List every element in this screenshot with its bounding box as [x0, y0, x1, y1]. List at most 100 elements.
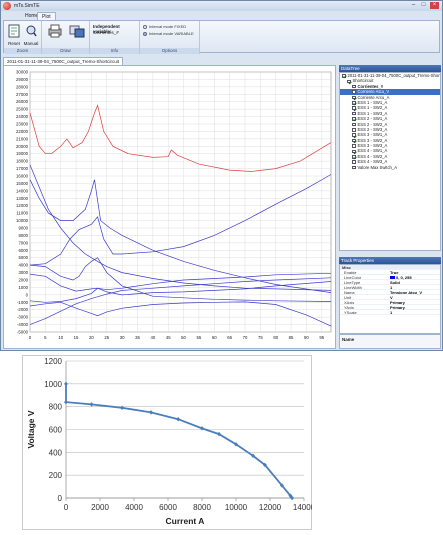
tree-item[interactable]: Corrientes_#	[340, 84, 440, 89]
tree-item-checkbox[interactable]	[352, 133, 356, 137]
tree-item[interactable]: ESS 4 - SW3_A	[340, 159, 440, 164]
tree-item-checkbox[interactable]	[352, 106, 356, 110]
tree-item-checkbox[interactable]	[352, 95, 356, 100]
tree-item[interactable]: ESS 4 - SW1_A	[340, 148, 440, 153]
tree-item-label: ESS 2 - SW3_A	[357, 126, 388, 132]
tree-item[interactable]: ESS 1 - SW2_A	[340, 105, 440, 110]
tree-item[interactable]: ESS 1 - SW1_A	[340, 100, 440, 105]
property-row[interactable]: YAxis Primary	[340, 305, 440, 310]
tree-item-checkbox[interactable]	[352, 155, 356, 159]
property-row[interactable]: Name Tensione Atcu_V	[340, 290, 440, 295]
y-tick-label: 25000	[16, 107, 29, 112]
tree-item-checkbox[interactable]	[352, 84, 356, 89]
tree-item-checkbox[interactable]	[352, 101, 356, 105]
y-tick-label: 12000	[16, 203, 29, 208]
property-value: Primary	[390, 305, 405, 310]
property-row[interactable]: LineWidth 1	[340, 285, 440, 290]
y-tick-label: 26000	[16, 99, 29, 104]
tree-item-checkbox[interactable]	[352, 90, 356, 94]
tree-item-checkbox[interactable]	[342, 74, 346, 78]
reset-label: Reset	[8, 41, 20, 46]
property-description: Name	[339, 334, 441, 349]
y-tick-label: 3000	[18, 270, 28, 275]
property-row[interactable]: YScale 1	[340, 310, 440, 315]
tree-item[interactable]: Valore Max Switch_A	[340, 165, 440, 170]
y-tick-label: 24000	[16, 114, 29, 119]
print-button[interactable]	[46, 23, 64, 46]
property-row[interactable]: Enable True	[340, 270, 440, 275]
property-value-text: Primary	[390, 305, 405, 310]
series-line	[65, 383, 293, 499]
manual-button[interactable]: Manual	[23, 23, 39, 46]
tree-item-checkbox[interactable]	[352, 117, 356, 121]
data-point	[64, 381, 68, 387]
tree-item-label: ESS 1 - SW2_A	[357, 105, 388, 111]
property-row[interactable]: Unit V	[340, 295, 440, 300]
y-tick-label: 17000	[16, 166, 29, 171]
track-properties-header: Track Properties	[339, 257, 441, 264]
tree-item-label: ESS 4 - SW3_A	[357, 159, 388, 165]
tree-item-checkbox[interactable]	[352, 160, 356, 164]
tree-item[interactable]: ESS 2 - SW1_A	[340, 116, 440, 121]
tree-item-label: Corrientes_#	[357, 83, 384, 89]
y-tick-label: 14000	[16, 188, 29, 193]
tree-item-checkbox[interactable]	[352, 149, 356, 154]
printer-icon	[48, 24, 62, 38]
maximize-button[interactable]: □	[421, 2, 426, 8]
y-tick-label: 7000	[18, 240, 28, 245]
y-tick-label: 19000	[16, 151, 29, 156]
radio-variable[interactable]	[143, 31, 147, 36]
property-key: Name	[344, 290, 355, 295]
main-plot[interactable]: 3000029000280002700026000250002400023000…	[4, 66, 335, 348]
tree-item[interactable]: ESS 1 - SW3_A	[340, 111, 440, 116]
y-tick-label: 1200	[44, 357, 62, 366]
tree-item-checkbox[interactable]	[352, 111, 356, 116]
radio-fixed[interactable]	[143, 24, 147, 29]
tree-item[interactable]: ESS 3 - SW1_A	[340, 132, 440, 137]
interval-fixed-option[interactable]: Interval mode FIXED	[143, 24, 186, 29]
tree-item[interactable]: ESS 2 - SW2_A	[340, 122, 440, 127]
property-row[interactable]: LineColor 0, 0, 255	[340, 275, 440, 280]
y-tick-label: 0	[58, 494, 63, 503]
property-row[interactable]: LineType Solid	[340, 280, 440, 285]
property-key: YScale	[344, 310, 357, 315]
property-row[interactable]: XAxis Primary	[340, 300, 440, 305]
copy-image-button[interactable]	[68, 23, 86, 46]
close-button[interactable]: ×	[430, 2, 439, 9]
x-tick-label: 0	[29, 335, 32, 340]
plot-panel[interactable]: 30000 29000 28000 27000 26000 25000 24000 23000…	[3, 65, 336, 349]
x-tick-label: 50	[181, 335, 186, 340]
title-bar: mTs.SimTE – □ ×	[1, 1, 442, 11]
tree-item-checkbox[interactable]	[352, 144, 356, 148]
y-tick-label: -3000	[17, 315, 29, 320]
tree-item-checkbox[interactable]	[352, 128, 356, 132]
tree-item[interactable]: ESS 2 - SW3_A	[340, 127, 440, 132]
category-row: Misc	[340, 265, 440, 270]
tab-plot[interactable]: Plot	[37, 12, 56, 20]
tree-item[interactable]: Corriente Atcu_V	[340, 89, 440, 95]
tree-item[interactable]: ESS 4 - SW2_A	[340, 154, 440, 159]
tree-item-checkbox[interactable]	[352, 165, 356, 170]
tree-item[interactable]: ESS 3 - SW2_A	[340, 138, 440, 143]
tree-item[interactable]: ESS 3 - SW3_A	[340, 143, 440, 148]
tree-item[interactable]: Shortcircuit	[340, 78, 440, 83]
tree-item-checkbox[interactable]	[347, 79, 351, 84]
manual-label: Manual	[23, 41, 39, 46]
tree-item[interactable]: 2011-01-31-11-39-04_7500C_output_Tremo-S…	[340, 73, 440, 78]
property-key: YAxis	[344, 305, 354, 310]
tree-item[interactable]: Corriente Arcu_A	[340, 95, 440, 100]
tab-home[interactable]: Home	[25, 13, 39, 19]
property-value: Primary	[390, 300, 405, 305]
app-logo-icon[interactable]	[3, 2, 11, 10]
property-value-text: Solid	[390, 280, 400, 285]
tree-item-checkbox[interactable]	[352, 122, 356, 127]
minimize-button[interactable]: –	[411, 2, 416, 8]
tree-item-label: 2011-01-31-11-39-04_7500C_output_Tremo-S…	[347, 73, 441, 78]
document-tab[interactable]: 2011-01-31-11-39-04_7500C_output_Tremo-S…	[3, 57, 123, 65]
reset-button[interactable]: Reset	[6, 23, 22, 46]
interval-variable-option[interactable]: Interval mode VARIABLE	[143, 31, 194, 36]
property-value: Solid	[390, 280, 400, 285]
document-tab-bar: 2011-01-31-11-39-04_7500C_output_Tremo-S…	[3, 57, 336, 65]
data-point	[176, 417, 181, 422]
tree-item-checkbox[interactable]	[352, 138, 356, 143]
